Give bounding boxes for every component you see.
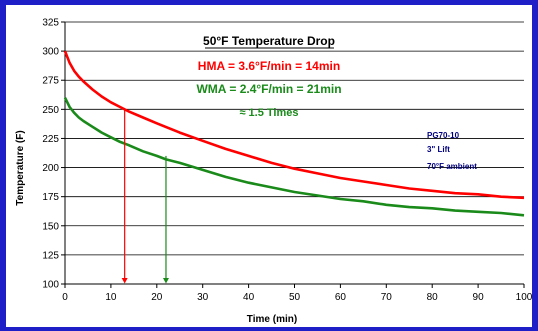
- series-line-hma: [63, 50, 525, 200]
- x-tick-label-60: 60: [335, 292, 347, 303]
- info-lift: 3" Lift: [427, 145, 450, 154]
- x-tick-label-80: 80: [427, 292, 439, 303]
- x-tick-label-100: 100: [516, 292, 532, 303]
- y-tick-label-275: 275: [42, 76, 59, 87]
- x-tick-label-20: 20: [151, 292, 163, 303]
- annotation-hma: HMA = 3.6°F/min = 14min: [198, 59, 340, 73]
- y-tick-label-250: 250: [42, 105, 59, 116]
- y-tick-label-125: 125: [42, 250, 59, 261]
- chart-frame: 100 125 150 175 200 225 250 275 300 325 0 10 20 30 40…: [6, 5, 532, 327]
- y-tick-label-175: 175: [42, 192, 59, 203]
- annotation-ratio: ≈ 1.5 Times: [239, 107, 298, 119]
- temperature-chart: 100 125 150 175 200 225 250 275 300 325 0 10 20 30 40…: [15, 18, 532, 326]
- series-line-wma: [63, 97, 525, 217]
- axes: [64, 22, 524, 285]
- y-axis-label: Temperature (F): [15, 130, 26, 205]
- annotation-title: 50°F Temperature Drop: [203, 34, 335, 48]
- series-lines: [63, 50, 525, 217]
- annotation-wma: WMA = 2.4°F/min = 21min: [196, 82, 341, 96]
- x-tick-label-50: 50: [289, 292, 301, 303]
- x-tick-label-40: 40: [243, 292, 255, 303]
- time-markers: [121, 109, 169, 284]
- y-tick-label-200: 200: [42, 163, 59, 174]
- x-axis-ticks: 0 10 20 30 40 50 60 70 80 90 100: [62, 284, 532, 303]
- x-tick-label-10: 10: [105, 292, 117, 303]
- x-tick-label-0: 0: [62, 292, 68, 303]
- x-axis-label: Time (min): [247, 314, 297, 325]
- marker-arrowhead-0: [121, 278, 128, 284]
- y-tick-label-325: 325: [42, 18, 59, 29]
- y-tick-label-225: 225: [42, 134, 59, 145]
- info-binder: PG70-10: [427, 131, 460, 140]
- y-tick-label-300: 300: [42, 47, 59, 58]
- x-tick-label-70: 70: [381, 292, 393, 303]
- y-axis-ticks: 100 125 150 175 200 225 250 275 300 325: [42, 18, 65, 291]
- x-tick-label-90: 90: [473, 292, 485, 303]
- info-ambient: 70°F ambient: [427, 162, 477, 171]
- y-tick-label-150: 150: [42, 221, 59, 232]
- y-tick-label-100: 100: [42, 280, 59, 291]
- marker-arrowhead-1: [162, 278, 169, 284]
- x-tick-label-30: 30: [197, 292, 209, 303]
